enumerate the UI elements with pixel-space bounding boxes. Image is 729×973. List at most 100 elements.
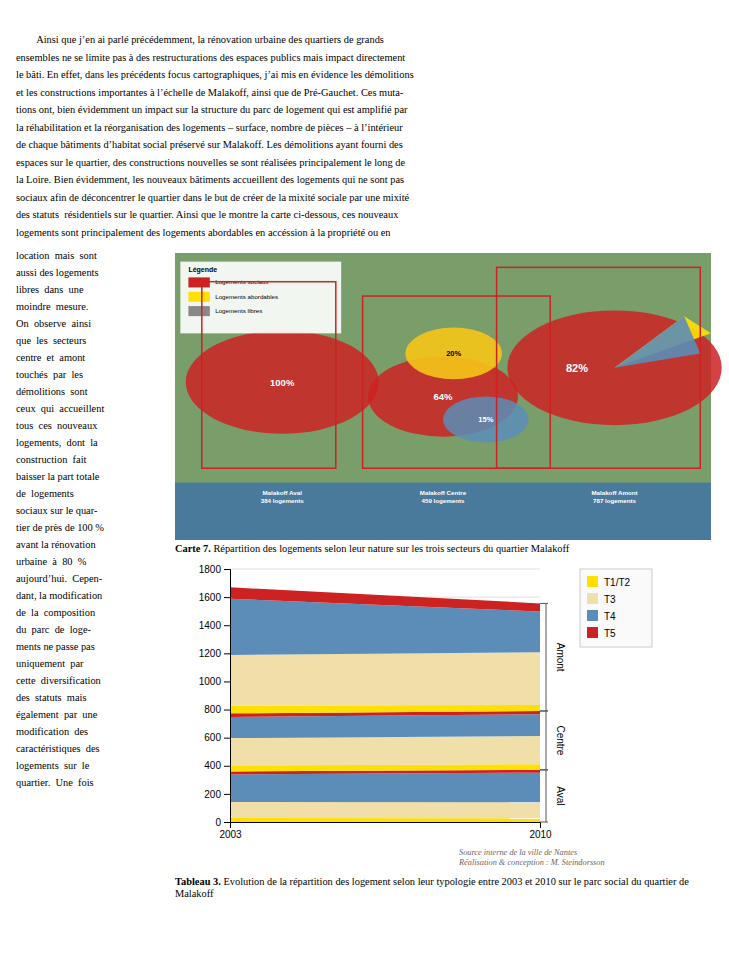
tick-label: 2003 [219, 829, 242, 840]
map-river [175, 483, 711, 540]
tick-label: 1800 [199, 564, 222, 575]
map-circle [405, 328, 501, 380]
tick-mark [224, 794, 230, 795]
area [230, 818, 540, 822]
left-column-line: logements, dont la [16, 437, 98, 449]
paragraph-line-part: espaces sur le quartier, des constructio… [16, 157, 405, 168]
left-column-line-part: modification des [16, 726, 88, 737]
paragraph-line-part: ensembles ne se limite pas à des restruc… [16, 52, 405, 63]
left-column-line: construction fait [16, 454, 86, 466]
left-column-line-part: que les secteurs [16, 335, 86, 346]
left-column-line-part: aujourd’hui. Cepen- [16, 573, 102, 584]
left-column-line-part: libres dans une [16, 284, 84, 295]
left-column-line: du parc de loge- [16, 624, 91, 636]
paragraph-line: espaces sur le quartier, des constructio… [16, 157, 405, 169]
left-column-line: également par une [16, 709, 97, 721]
left-column-line: centre et amont [16, 352, 85, 364]
group-label: Centre [555, 725, 566, 755]
tick-mark [224, 625, 230, 626]
area [230, 705, 540, 713]
map-legend-label: Logements libres [215, 307, 262, 314]
legend-label: T1/T2 [604, 577, 631, 588]
legend-entry: T5 [587, 627, 616, 639]
left-column-line: touchés par les [16, 369, 83, 381]
plot-area [230, 587, 540, 822]
paragraph-line-part: la réhabilitation et la réorganisation d… [16, 122, 403, 133]
legend-swatch [587, 610, 598, 621]
y-axis: 020040060080010001200140016001800 [199, 564, 231, 828]
left-column-line: tous ces nouveaux [16, 420, 97, 432]
group-label: Aval [555, 786, 566, 805]
left-column-line: tier de près de 100 % [16, 522, 104, 534]
left-column-line: logements sur le [16, 760, 89, 772]
left-column-line-part: démolitions sont [16, 386, 88, 397]
map-circle-label: 15% [478, 415, 493, 424]
left-column-line: location mais sont [16, 250, 97, 262]
left-column-line-part: ceux qui accueillent [16, 403, 104, 414]
paragraph-line: tions ont, bien évidemment un impact sur… [16, 104, 408, 116]
paragraph-line: la Loire. Bien évidemment, les nouveaux … [16, 174, 404, 186]
left-column-line-part: du parc de loge- [16, 624, 91, 635]
left-column-line: uniquement par [16, 658, 84, 670]
group-bracket-tick [540, 710, 548, 711]
map-sector-border [497, 267, 701, 468]
map: 100%64%15%82%20%LégendeLogements sociaux… [175, 253, 722, 540]
left-column-line: aujourd’hui. Cepen- [16, 573, 102, 585]
paragraph-line: de chaque bâtiments d’habitat social pré… [16, 139, 403, 151]
left-column-line: moindre mesure. [16, 301, 88, 313]
left-column-line: cette diversification [16, 675, 101, 687]
paragraph-line: et les constructions importantes à l’éch… [16, 87, 403, 99]
paragraph-line: la réhabilitation et la réorganisation d… [16, 122, 403, 134]
group-bracket-tick [540, 710, 548, 711]
area [230, 652, 540, 705]
left-column-line: que les secteurs [16, 335, 86, 347]
left-column-line-part: uniquement par [16, 658, 84, 669]
tick-mark [224, 569, 230, 570]
map-caption-part: Carte 7. [175, 543, 211, 554]
left-column-line-part: moindre mesure. [16, 301, 88, 312]
left-column-line: baisser la part totale [16, 471, 99, 483]
tick: 0 [215, 817, 230, 828]
left-column-line: de logements [16, 488, 74, 500]
left-column-line: libres dans une [16, 284, 84, 296]
axis-line [231, 823, 541, 829]
paragraph-line: Ainsi que j’en ai parlé précédemment, la… [16, 34, 384, 46]
left-column-line: modification des [16, 726, 88, 738]
legend-label: T3 [604, 594, 616, 605]
left-column-line-part: On observe ainsi [16, 318, 91, 329]
left-column-line-part: tous ces nouveaux [16, 420, 97, 431]
chart-caption: Tableau 3. Evolution de la répartition d… [175, 876, 705, 900]
left-column-line-part: caractéristiques des [16, 743, 100, 754]
map-sector-label: Malakoff Amont [591, 489, 637, 496]
map-legend-swatch [188, 306, 209, 316]
legend: T1/T2T3T4T5 [580, 569, 652, 647]
left-column-line-part: tier de près de 100 % [16, 522, 104, 533]
group-brackets: Aval Centre Amont [540, 603, 566, 822]
left-column-line-part: des statuts mais [16, 692, 86, 703]
paragraph-line-part: et les constructions importantes à l’éch… [16, 87, 403, 98]
tick: 2010 [529, 822, 552, 840]
left-column-line: démolitions sont [16, 386, 88, 398]
left-column-line-part: aussi des logements [16, 267, 99, 278]
area [230, 714, 540, 738]
page: 100%64%15%82%20%LégendeLogements sociaux… [0, 0, 729, 973]
left-column-line-part: de la composition [16, 607, 95, 618]
tick: 2003 [219, 822, 242, 840]
left-column-line: quartier. Une fois [16, 777, 94, 789]
paragraph-line-part: logements sont principalement des logeme… [16, 227, 391, 238]
left-column-line: ceux qui accueillent [16, 403, 104, 415]
tick-mark [224, 710, 230, 711]
group-label: Amont [555, 643, 566, 672]
tick-label: 400 [204, 760, 221, 771]
map-sector-label: 384 logements [261, 497, 305, 504]
x-axis: 2003 2010 [219, 822, 552, 840]
tick-label: 0 [215, 817, 221, 828]
tick: 1000 [199, 676, 230, 687]
left-column-line: des statuts mais [16, 692, 86, 704]
left-column-line-part: logements, dont la [16, 437, 98, 448]
left-column-line: ments ne passe pas [16, 641, 95, 653]
left-column-line: aussi des logements [16, 267, 99, 279]
left-column-line: caractéristiques des [16, 743, 100, 755]
left-column-line-part: centre et amont [16, 352, 85, 363]
map-sector-label: 459 logements [422, 497, 466, 504]
